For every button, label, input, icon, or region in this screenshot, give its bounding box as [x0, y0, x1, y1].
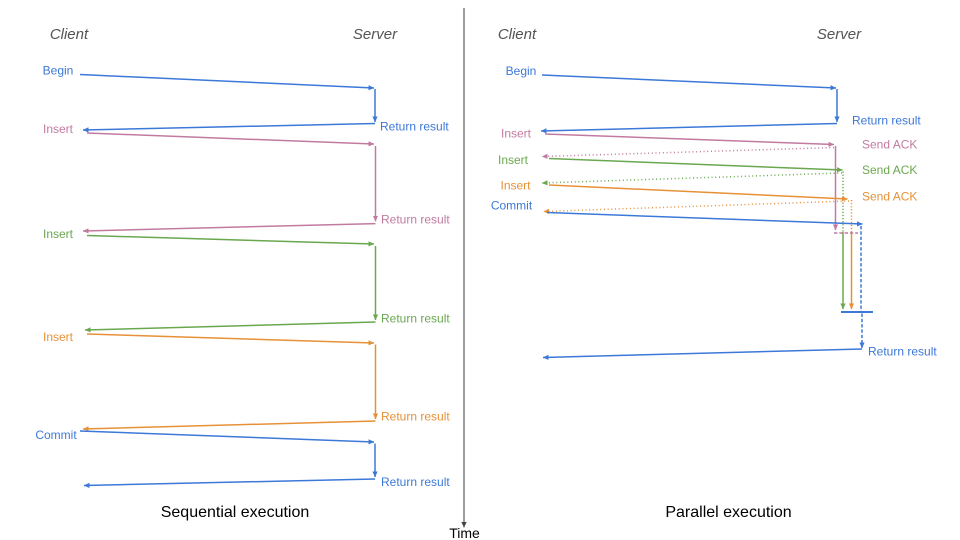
svg-text:Client: Client	[498, 26, 537, 43]
svg-text:Insert: Insert	[500, 179, 531, 193]
svg-text:Insert: Insert	[43, 122, 74, 136]
svg-text:Return result: Return result	[381, 475, 450, 489]
svg-text:Server: Server	[353, 26, 398, 43]
svg-text:Commit: Commit	[35, 428, 77, 442]
svg-text:Return result: Return result	[852, 113, 921, 127]
svg-text:Send ACK: Send ACK	[862, 189, 917, 203]
svg-text:Server: Server	[817, 26, 862, 43]
svg-text:Return result: Return result	[381, 213, 450, 227]
svg-text:Return result: Return result	[381, 410, 450, 424]
svg-text:Commit: Commit	[491, 198, 533, 212]
svg-text:Return result: Return result	[380, 120, 449, 134]
svg-text:Client: Client	[50, 26, 89, 43]
svg-text:Send ACK: Send ACK	[862, 163, 917, 177]
svg-text:Time: Time	[449, 525, 480, 540]
svg-text:Sequential execution: Sequential execution	[161, 504, 310, 521]
svg-text:Return result: Return result	[381, 312, 450, 326]
svg-text:Send ACK: Send ACK	[862, 137, 917, 151]
svg-text:Insert: Insert	[43, 227, 74, 241]
svg-text:Parallel execution: Parallel execution	[665, 504, 791, 521]
svg-text:Return result: Return result	[868, 344, 937, 358]
svg-text:Begin: Begin	[506, 64, 537, 78]
svg-text:Insert: Insert	[498, 153, 529, 167]
svg-text:Insert: Insert	[43, 330, 74, 344]
svg-text:Insert: Insert	[501, 127, 532, 141]
svg-text:Begin: Begin	[43, 64, 74, 78]
